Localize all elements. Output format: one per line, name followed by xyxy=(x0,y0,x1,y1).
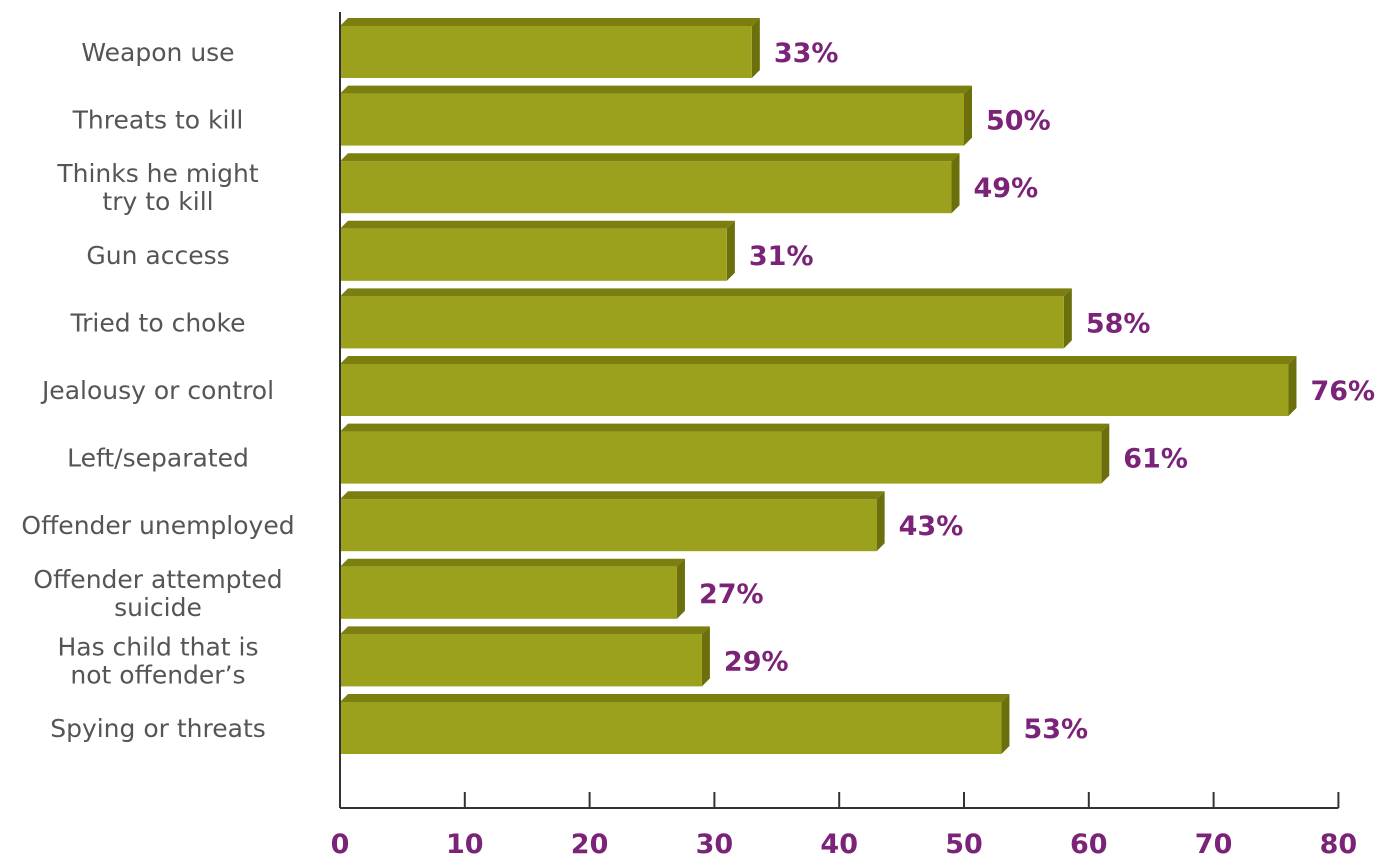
bar-side-face xyxy=(1063,288,1072,349)
value-label-11: 53% xyxy=(1023,714,1088,745)
bar-front-face xyxy=(340,296,1064,349)
category-label-5: Tried to choke xyxy=(70,308,246,337)
value-label-5: 58% xyxy=(1086,308,1151,339)
bar-4 xyxy=(340,220,735,281)
bars-group xyxy=(340,18,1297,754)
bar-side-face xyxy=(876,491,885,552)
bar-side-face xyxy=(701,626,710,687)
x-tick-label: 60 xyxy=(1070,829,1108,860)
category-label-6: Jealousy or control xyxy=(40,376,274,405)
category-label-line: suicide xyxy=(114,593,202,622)
value-label-1: 33% xyxy=(774,38,839,69)
bar-side-face xyxy=(676,558,685,619)
bar-front-face xyxy=(340,566,677,619)
category-label-7: Left/separated xyxy=(67,444,249,473)
bar-front-face xyxy=(340,499,877,552)
bar-front-face xyxy=(340,26,752,78)
bar-8 xyxy=(340,491,885,552)
bar-9 xyxy=(340,558,685,619)
value-label-9: 27% xyxy=(699,579,764,610)
bar-front-face xyxy=(340,702,1002,754)
x-tick-label: 70 xyxy=(1195,829,1233,860)
bar-front-face xyxy=(340,364,1289,416)
value-label-8: 43% xyxy=(899,511,964,542)
x-tick-label: 50 xyxy=(945,829,983,860)
bar-top-face xyxy=(340,558,685,567)
bar-top-face xyxy=(340,85,972,94)
value-labels-group: 33% 50% 49% 31% 58% 76% 61% 43% 27% 29% 53% xyxy=(699,38,1375,745)
bar-2 xyxy=(340,85,972,146)
category-label-10: Has child that is not offender’s xyxy=(57,632,258,689)
bar-top-face xyxy=(340,491,885,500)
value-label-3: 49% xyxy=(974,173,1039,204)
bar-top-face xyxy=(340,288,1072,297)
bar-top-face xyxy=(340,694,1010,702)
bar-10 xyxy=(340,626,710,687)
category-label-1: Weapon use xyxy=(81,38,234,67)
bar-side-face xyxy=(1001,694,1010,754)
bar-top-face xyxy=(340,423,1110,432)
category-labels-group: Weapon use Threats to kill Thinks he might… xyxy=(21,38,294,743)
category-label-line: Has child that is xyxy=(57,632,258,661)
category-label-line: Spying or threats xyxy=(50,714,266,743)
bar-top-face xyxy=(340,18,760,26)
value-label-10: 29% xyxy=(724,646,789,677)
bar-top-face xyxy=(340,356,1297,364)
value-label-6: 76% xyxy=(1310,376,1375,407)
category-label-8: Offender unemployed xyxy=(21,511,294,540)
bar-front-face xyxy=(340,93,964,146)
category-label-11: Spying or threats xyxy=(50,714,266,743)
value-label-4: 31% xyxy=(749,241,814,272)
category-label-line: Threats to kill xyxy=(72,106,244,135)
bar-7 xyxy=(340,423,1110,484)
category-label-line: Weapon use xyxy=(81,38,234,67)
x-tick-label: 30 xyxy=(696,829,734,860)
category-label-line: Jealousy or control xyxy=(40,376,274,405)
category-label-line: Offender unemployed xyxy=(21,511,294,540)
category-label-line: Tried to choke xyxy=(70,308,246,337)
bar-3 xyxy=(340,153,960,214)
bar-front-face xyxy=(340,634,702,687)
bar-side-face xyxy=(1101,423,1110,484)
bar-top-face xyxy=(340,220,735,229)
bar-side-face xyxy=(726,220,735,281)
category-label-line: Left/separated xyxy=(67,444,249,473)
x-tick-label: 20 xyxy=(571,829,609,860)
category-label-4: Gun access xyxy=(86,241,229,270)
category-label-line: Gun access xyxy=(86,241,229,270)
value-label-7: 61% xyxy=(1123,444,1188,475)
bar-front-face xyxy=(340,161,952,214)
bar-side-face xyxy=(964,85,972,146)
category-label-line: try to kill xyxy=(102,187,213,216)
bar-1 xyxy=(340,18,760,78)
x-tick-label: 0 xyxy=(331,829,350,860)
category-label-line: not offender’s xyxy=(70,660,245,689)
category-label-9: Offender attempted suicide xyxy=(33,565,282,622)
bar-side-face xyxy=(951,153,960,214)
x-tick-label: 40 xyxy=(820,829,858,860)
x-tick-label: 10 xyxy=(446,829,484,860)
axes-group: 0 10 20 30 40 50 60 70 80 xyxy=(331,12,1358,860)
bar-5 xyxy=(340,288,1072,349)
bar-front-face xyxy=(340,228,727,281)
category-label-2: Threats to kill xyxy=(72,106,244,135)
category-label-line: Thinks he might xyxy=(56,159,259,188)
bar-6 xyxy=(340,356,1297,416)
category-label-line: Offender attempted xyxy=(33,565,282,594)
category-label-3: Thinks he might try to kill xyxy=(56,159,259,216)
value-label-2: 50% xyxy=(986,106,1051,137)
x-tick-label: 80 xyxy=(1320,829,1358,860)
bar-top-face xyxy=(340,153,960,162)
bar-top-face xyxy=(340,626,710,635)
bar-11 xyxy=(340,694,1010,754)
bar-side-face xyxy=(751,18,760,78)
bar-front-face xyxy=(340,431,1102,484)
bar-side-face xyxy=(1288,356,1297,416)
